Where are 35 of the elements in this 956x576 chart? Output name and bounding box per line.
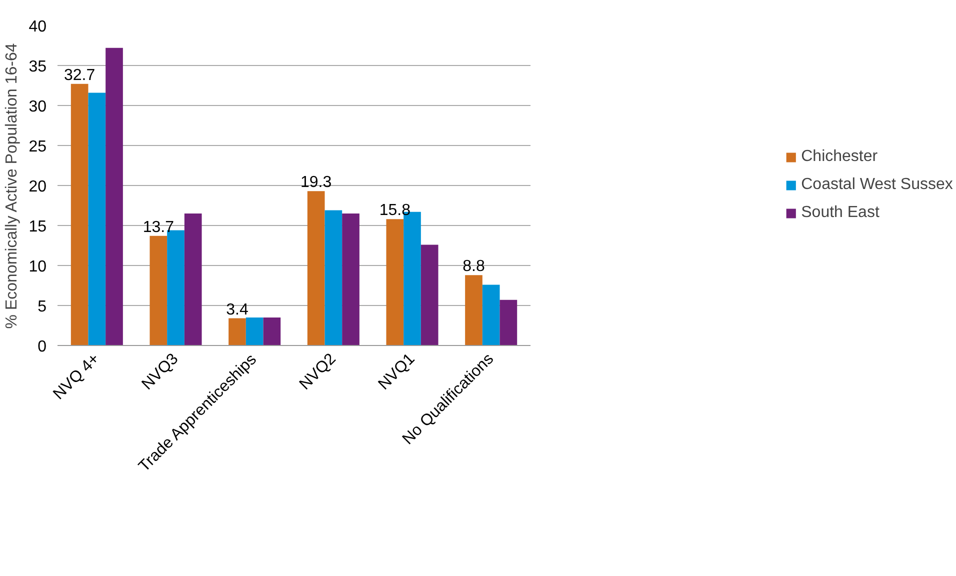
y-axis-title: % Economically Active Population 16-64 <box>4 43 21 329</box>
bar <box>420 244 438 346</box>
bar <box>70 84 88 346</box>
data-label: 13.7 <box>142 218 174 236</box>
y-tick-label: 10 <box>28 258 47 276</box>
data-label: 19.3 <box>300 174 332 192</box>
y-tick-label: 35 <box>28 58 47 76</box>
y-tick-label: 30 <box>28 98 47 116</box>
bar <box>150 236 168 346</box>
y-tick-label: 40 <box>28 18 47 36</box>
legend-label: Chichester <box>801 148 878 166</box>
bar <box>465 275 482 346</box>
bar <box>246 318 264 346</box>
data-label: 3.4 <box>226 301 248 318</box>
legend-label: South East <box>801 204 880 222</box>
bar <box>88 92 106 346</box>
bar <box>263 318 281 346</box>
y-tick-label: 20 <box>28 178 47 196</box>
bar <box>482 284 500 346</box>
bar <box>307 191 325 346</box>
bar <box>386 219 404 346</box>
bar <box>500 300 518 346</box>
y-tick-label: 15 <box>28 218 47 236</box>
data-label: 15.8 <box>379 202 411 220</box>
bar <box>228 318 246 346</box>
y-tick-label: 25 <box>28 138 47 156</box>
y-tick-label: 0 <box>38 338 47 356</box>
y-tick-label: 5 <box>38 298 47 316</box>
legend-label: Coastal West Sussex <box>801 176 953 194</box>
bar <box>324 210 342 346</box>
bar <box>342 214 360 346</box>
bar <box>184 214 202 346</box>
data-label: 8.8 <box>462 258 485 276</box>
bar <box>106 48 123 346</box>
data-label: 32.7 <box>64 66 96 84</box>
